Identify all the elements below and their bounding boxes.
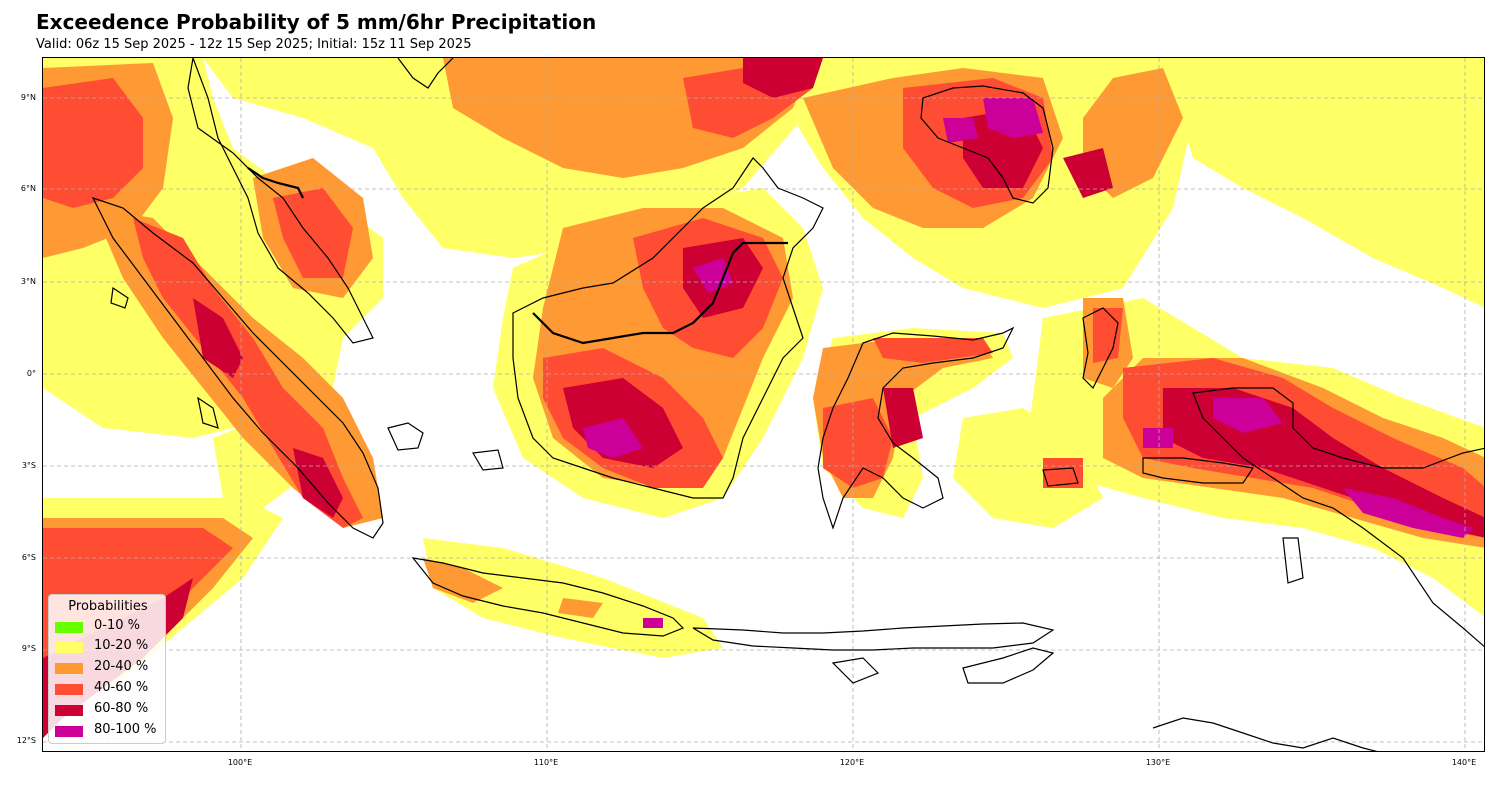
probability-map xyxy=(43,58,1484,751)
siberut-island xyxy=(197,396,219,429)
legend-item-10-20: 10-20 % xyxy=(55,638,165,658)
lat-label-12s: 12°S xyxy=(16,736,36,745)
legend-swatch-40-60 xyxy=(55,684,83,695)
legend-item-0-10: 0-10 % xyxy=(55,618,165,638)
new-guinea-coast xyxy=(1192,387,1484,648)
sulawesi-coast xyxy=(817,326,1015,530)
luzon-coast xyxy=(397,58,454,89)
legend-item-40-60: 40-60 % xyxy=(55,680,165,700)
lon-label-110e: 110°E xyxy=(533,758,559,767)
coastlines xyxy=(91,58,1484,751)
legend-title: Probabilities xyxy=(68,599,148,614)
java-coast xyxy=(411,557,685,637)
lat-label-9n: 9°N xyxy=(20,93,36,102)
prob-layer-80-100 xyxy=(583,98,1473,628)
aru-islands xyxy=(1282,537,1304,584)
timor-coast xyxy=(962,647,1055,684)
buru-island xyxy=(1042,467,1079,487)
legend-swatch-10-20 xyxy=(55,642,83,653)
mindanao-coast xyxy=(920,85,1054,204)
lat-label-9s: 9°S xyxy=(21,644,36,653)
malay-peninsula-coast xyxy=(187,58,374,344)
legend-label-0-10: 0-10 % xyxy=(94,618,140,633)
lat-label-6s: 6°S xyxy=(21,553,36,562)
bangka-island xyxy=(387,422,424,451)
sumba-island xyxy=(831,657,880,684)
malaysia-thailand-border xyxy=(247,167,304,199)
lat-label-0: 0° xyxy=(26,369,36,378)
map-panel[interactable] xyxy=(42,57,1485,752)
borneo-coast xyxy=(512,157,824,499)
lon-label-140e: 140°E xyxy=(1451,758,1477,767)
seram-coast xyxy=(1142,457,1255,484)
gridlines xyxy=(43,58,1484,751)
legend-label-10-20: 10-20 % xyxy=(94,638,149,653)
lesser-sunda-coast xyxy=(692,622,1055,651)
legend-item-80-100: 80-100 % xyxy=(55,722,165,742)
halmahera-coast xyxy=(1082,307,1119,390)
legend-swatch-80-100 xyxy=(55,726,83,737)
borneo-border xyxy=(532,241,788,345)
lon-label-130e: 130°E xyxy=(1145,758,1171,767)
legend-item-60-80: 60-80 % xyxy=(55,701,165,721)
lon-label-120e: 120°E xyxy=(839,758,865,767)
legend-swatch-0-10 xyxy=(55,622,83,633)
lon-label-100e: 100°E xyxy=(227,758,253,767)
lat-label-3s: 3°S xyxy=(21,461,36,470)
australia-coast xyxy=(1152,717,1378,751)
nias-island xyxy=(110,286,129,309)
legend-item-20-40: 20-40 % xyxy=(55,659,165,679)
legend-swatch-60-80 xyxy=(55,705,83,716)
lat-label-6n: 6°N xyxy=(20,184,36,193)
map-subtitle: Valid: 06z 15 Sep 2025 - 12z 15 Sep 2025… xyxy=(36,37,472,52)
legend-label-80-100: 80-100 % xyxy=(94,722,157,737)
map-title: Exceedence Probability of 5 mm/6hr Preci… xyxy=(36,10,597,34)
legend-label-20-40: 20-40 % xyxy=(94,659,149,674)
legend-label-40-60: 40-60 % xyxy=(94,680,149,695)
lat-label-3n: 3°N xyxy=(20,277,36,286)
legend-swatch-20-40 xyxy=(55,663,83,674)
legend-label-60-80: 60-80 % xyxy=(94,701,149,716)
belitung-island xyxy=(472,449,504,471)
legend: Probabilities 0-10 % 10-20 % 20-40 % 40-… xyxy=(48,594,166,744)
sumatra-coast xyxy=(91,196,384,539)
